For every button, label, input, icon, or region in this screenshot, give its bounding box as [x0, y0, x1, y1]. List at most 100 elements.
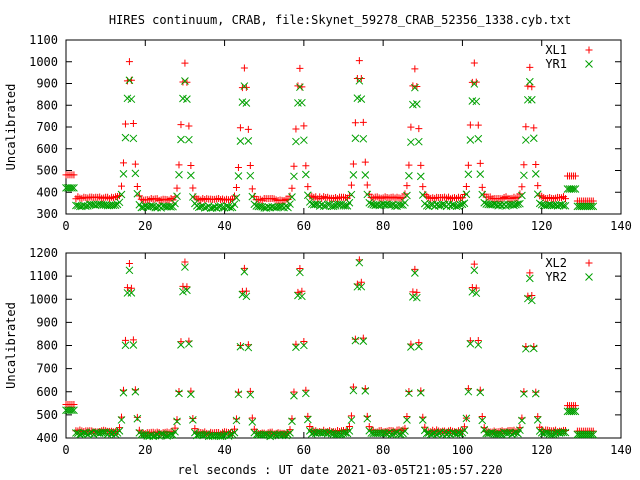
data-point [177, 338, 185, 346]
data-point [68, 184, 76, 192]
data-point [405, 387, 413, 395]
data-point [303, 415, 312, 424]
data-point [171, 424, 179, 432]
data-point [175, 161, 183, 169]
data-point [133, 183, 141, 191]
y-tick-label: 800 [36, 339, 58, 353]
y-tick-label: 500 [36, 408, 58, 422]
x-tick-label: 0 [62, 219, 69, 233]
data-point [121, 336, 129, 344]
data-point [236, 137, 245, 145]
data-point [240, 82, 249, 90]
series-XL2 [62, 256, 597, 438]
panel-bottom: 400 500 600 700 800 900 1000 1100 1200 0 20 40 60 80 1… [4, 246, 632, 457]
y-tick-label: 500 [36, 164, 58, 178]
data-point [349, 386, 358, 395]
data-point [357, 282, 366, 291]
data-point [474, 336, 482, 344]
data-point [413, 288, 421, 296]
data-point [311, 200, 320, 209]
x-tick-label: 100 [452, 443, 474, 457]
data-point [525, 77, 534, 86]
data-point [288, 417, 296, 426]
y-tick-label: 600 [36, 385, 58, 399]
x-tick-label: 60 [297, 219, 311, 233]
data-point [474, 121, 482, 129]
data-point [236, 342, 245, 351]
data-point [230, 200, 239, 209]
legend-marker [585, 46, 593, 54]
data-point [115, 427, 124, 435]
data-point [70, 406, 78, 415]
data-point [416, 172, 425, 181]
data-point [222, 202, 231, 210]
data-point [589, 197, 597, 205]
data-point [464, 387, 473, 396]
data-point [490, 200, 498, 209]
x-tick-label: 140 [610, 219, 632, 233]
data-point [527, 296, 536, 305]
data-point [520, 161, 528, 169]
data-point [181, 77, 189, 85]
data-point [478, 416, 487, 425]
data-point [470, 260, 478, 268]
data-point [240, 264, 248, 272]
data-point [183, 95, 191, 104]
data-point [181, 258, 189, 266]
series-YR1 [62, 76, 598, 212]
data-point [248, 185, 256, 193]
series-XL1 [62, 57, 597, 205]
data-point [520, 171, 528, 180]
data-point [323, 200, 332, 209]
data-point [460, 426, 469, 434]
data-point [127, 95, 136, 104]
x-tick-label: 0 [62, 443, 69, 457]
x-tick-label: 40 [217, 219, 231, 233]
data-point [528, 83, 536, 91]
data-point [329, 202, 338, 211]
data-point [303, 191, 312, 200]
data-point [119, 159, 127, 167]
legend-label: YR2 [545, 270, 567, 284]
data-point [175, 170, 183, 179]
data-point [234, 172, 243, 180]
x-axis-label: rel seconds : UT date 2021-03-05T21:05:5… [177, 463, 502, 477]
data-point [418, 191, 427, 199]
data-point [411, 269, 419, 277]
data-point [460, 199, 469, 208]
data-point [403, 416, 411, 424]
data-point [171, 427, 179, 436]
data-point [359, 134, 368, 143]
data-point [414, 137, 423, 146]
data-point [518, 183, 526, 191]
data-point [532, 388, 540, 396]
data-point [177, 135, 185, 144]
data-point [298, 287, 306, 295]
data-point [79, 428, 88, 437]
data-point [516, 426, 524, 435]
y-tick-label: 1200 [29, 246, 58, 260]
data-point [183, 286, 191, 295]
data-point [181, 263, 189, 271]
data-point [472, 289, 481, 298]
y-tick-label: 900 [36, 77, 58, 91]
data-point [347, 416, 356, 424]
data-point [472, 284, 480, 292]
data-point [234, 163, 242, 171]
data-point [173, 192, 181, 201]
x-tick-label: 80 [376, 219, 390, 233]
data-point [296, 64, 304, 72]
data-point [286, 429, 294, 437]
data-point [185, 122, 193, 130]
data-point [200, 204, 209, 212]
data-point [123, 284, 131, 292]
data-point [470, 266, 479, 275]
y-tick-label: 700 [36, 362, 58, 376]
data-point [175, 389, 183, 398]
data-point [236, 124, 244, 132]
data-point [361, 171, 370, 179]
data-point [549, 430, 558, 439]
data-point [301, 389, 310, 398]
data-point [117, 416, 126, 424]
data-point [527, 95, 536, 104]
